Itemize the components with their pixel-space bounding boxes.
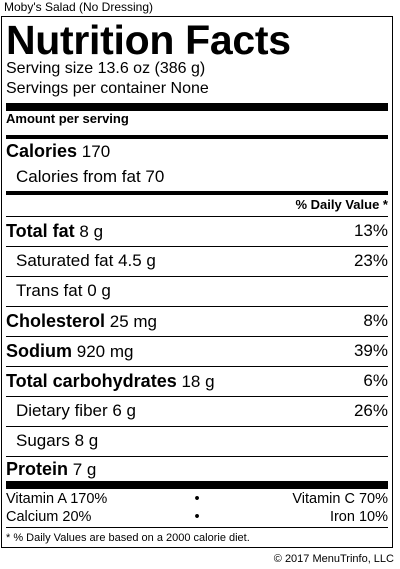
- divider: [6, 306, 388, 307]
- medium-divider: [6, 135, 388, 139]
- serving-size: Serving size 13.6 oz (386 g): [6, 60, 206, 77]
- divider: [6, 216, 388, 217]
- divider: [6, 276, 388, 277]
- calories-value: 170: [81, 142, 111, 161]
- copyright: © 2017 MenuTrinfo, LLC: [273, 553, 394, 565]
- nutrition-facts-panel: Nutrition Facts Serving size 13.6 oz (38…: [1, 16, 393, 548]
- calories-label: Calories: [6, 141, 78, 161]
- footnote: * % Daily Values are based on a 2000 cal…: [6, 532, 250, 544]
- medium-divider: [6, 191, 388, 195]
- bullet: •: [194, 491, 200, 507]
- divider: [6, 456, 388, 457]
- divider: [6, 336, 388, 337]
- panel-title: Nutrition Facts: [6, 17, 291, 63]
- thick-divider: [6, 103, 388, 111]
- divider: [6, 426, 388, 427]
- divider: [6, 396, 388, 397]
- divider: [6, 527, 388, 528]
- thick-divider: [6, 481, 388, 489]
- divider: [6, 246, 388, 247]
- bullet: •: [194, 509, 200, 525]
- servings-per-container: Servings per container None: [6, 80, 209, 97]
- product-name: Moby's Salad (No Dressing): [4, 0, 154, 14]
- divider: [6, 366, 388, 367]
